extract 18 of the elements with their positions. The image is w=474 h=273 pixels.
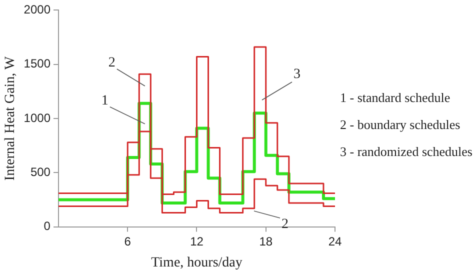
x-axis-title: Time, hours/day xyxy=(151,255,242,270)
y-tick-label: 0 xyxy=(44,219,51,234)
text: 3 - randomized schedules xyxy=(340,143,472,161)
x-tick-label: 24 xyxy=(328,234,342,248)
annotation: 2 xyxy=(108,56,116,71)
y-tick-label: 1500 xyxy=(24,56,51,71)
annotation: 2 xyxy=(282,217,288,232)
y-axis-title: Internal Heat Gain, W xyxy=(3,56,18,181)
x-tick-label: 12 xyxy=(190,234,204,248)
annotation: 1 xyxy=(101,94,108,109)
x-tick-label: 18 xyxy=(259,234,273,248)
text: 2 - boundary schedules xyxy=(340,116,462,134)
y-tick-label: 1000 xyxy=(24,110,51,125)
x-tick-label: 6 xyxy=(124,234,132,248)
y-tick-label: 2000 xyxy=(24,2,51,17)
y-tick-label: 500 xyxy=(30,164,51,179)
annotation: 3 xyxy=(294,67,300,82)
text: 1 - standard schedule xyxy=(340,89,452,107)
